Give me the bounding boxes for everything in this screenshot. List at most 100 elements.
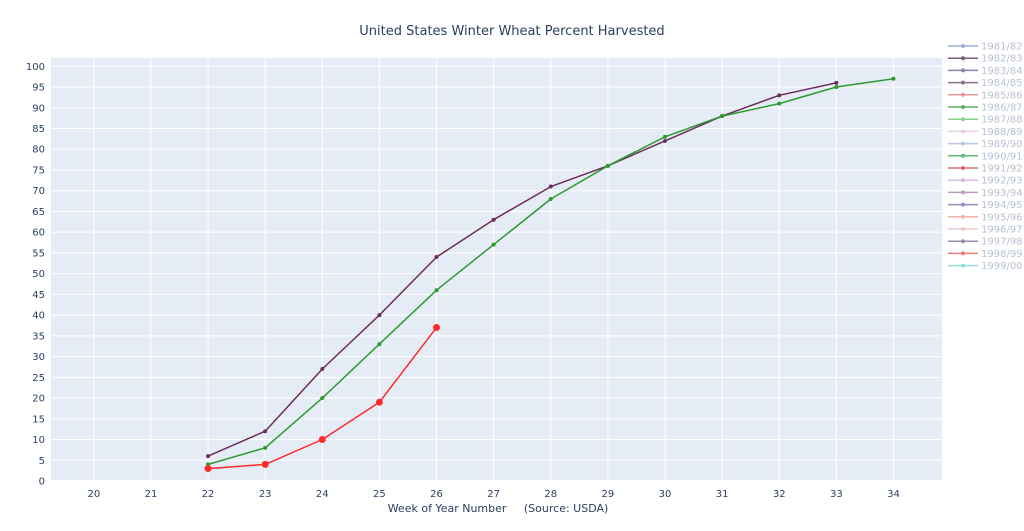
y-tick-label: 45 [32,290,45,301]
legend-swatch-marker [961,153,965,158]
legend-swatch-marker [961,263,965,268]
legend-item[interactable]: 1986/87 [948,103,1023,114]
y-tick-label: 10 [32,435,45,446]
data-point [491,242,496,247]
y-tick-label: 55 [32,248,45,259]
legend-item[interactable]: 1998/99 [948,249,1023,260]
legend-swatch-marker [961,239,965,244]
legend-label: 1982/83 [981,54,1023,65]
data-point [377,313,382,318]
data-point [263,445,268,450]
legend-swatch-marker [961,105,965,109]
series-lines [204,76,896,473]
x-tick-label: 30 [659,489,672,500]
y-tick-label: 25 [32,373,45,384]
y-tick-label: 50 [32,269,45,280]
legend-item[interactable]: 1999/00 [948,261,1023,272]
legend-label: 1989/90 [981,139,1023,150]
x-axis-title: Week of Year Number (Source: USDA) [388,502,609,515]
y-tick-label: 70 [32,186,45,197]
data-point [777,101,782,106]
x-tick-label: 21 [145,489,158,500]
legend-label: 1998/99 [981,249,1023,260]
y-tick-label: 15 [32,414,45,425]
x-tick-label: 33 [830,489,843,500]
legend-swatch-marker [961,117,965,122]
legend-item[interactable]: 1991/92 [948,164,1023,175]
legend-item[interactable]: 1997/98 [948,237,1023,248]
legend-item[interactable]: 1981/82 [948,42,1023,53]
legend-item[interactable]: 1988/89 [948,127,1023,138]
legend-swatch-marker [961,56,965,61]
data-point [263,429,268,434]
legend-swatch-marker [961,202,965,207]
legend-swatch-marker [961,214,965,219]
x-tick-label: 20 [87,489,100,500]
legend-item[interactable]: 1990/91 [948,151,1023,162]
data-point [548,197,553,201]
legend-item[interactable]: 1995/96 [948,212,1023,223]
x-tick-label: 23 [259,489,272,500]
x-tick-label: 24 [316,489,329,500]
legend-swatch-marker [961,92,965,97]
x-tick-label: 25 [373,489,386,500]
legend-item[interactable]: 1984/85 [948,78,1023,89]
legend-item[interactable]: 1987/88 [948,115,1023,126]
legend-item[interactable]: 1994/95 [948,200,1023,211]
series-3 [204,324,441,473]
legend-swatch-marker [961,68,965,73]
legend-label: 1992/93 [981,176,1023,187]
legend-item[interactable]: 1993/94 [948,188,1023,199]
chart-title: United States Winter Wheat Percent Harve… [359,24,664,39]
grid-lines [51,58,942,482]
series-line [207,82,837,457]
legend-swatch-marker [961,44,965,48]
legend-item[interactable]: 1983/84 [948,66,1023,77]
data-point [434,288,439,293]
data-point [777,93,782,98]
data-point [434,255,439,260]
y-tick-label: 100 [26,62,45,73]
legend-item[interactable]: 1989/90 [948,139,1023,150]
y-tick-label: 65 [32,207,45,218]
legend-label: 1990/91 [981,151,1023,162]
legend-label: 1988/89 [981,127,1023,138]
x-tick-label: 29 [602,489,615,500]
x-tick-label: 28 [544,489,557,500]
y-tick-label: 90 [32,103,45,114]
legend-label: 1993/94 [981,188,1023,199]
x-tick-label: 31 [716,489,729,500]
legend-swatch-marker [961,80,965,85]
x-tick-label: 27 [487,489,500,500]
data-point [320,367,325,372]
data-point [605,163,610,168]
legend-item[interactable]: 1982/83 [948,54,1023,65]
legend-label: 1985/86 [981,90,1023,101]
y-tick-label: 75 [32,165,45,176]
series-2 [206,76,896,467]
legend-item[interactable]: 1992/93 [948,176,1023,187]
tick-labels: 20 21 22 23 24 25 26 27 28 29 30 31 32 33 34 0 5 10 15 20 25… [26,62,900,500]
legend-swatch-marker [961,178,965,183]
data-point [720,114,725,119]
y-tick-label: 60 [32,228,45,239]
legend-swatch-marker [961,190,965,195]
legend-item[interactable]: 1985/86 [948,90,1023,101]
data-point [377,342,382,347]
data-point [491,217,496,222]
y-tick-label: 30 [32,352,45,363]
legend-item[interactable]: 1996/97 [948,225,1023,236]
x-tick-label: 32 [773,489,786,500]
legend-label: 1987/88 [981,115,1023,126]
data-point [662,134,667,139]
legend-label: 1999/00 [981,261,1023,272]
data-point [662,138,667,143]
data-point [318,436,326,444]
legend-label: 1986/87 [981,103,1023,114]
legend-swatch-marker [961,166,965,170]
data-point [433,324,441,332]
legend-label: 1984/85 [981,78,1023,89]
